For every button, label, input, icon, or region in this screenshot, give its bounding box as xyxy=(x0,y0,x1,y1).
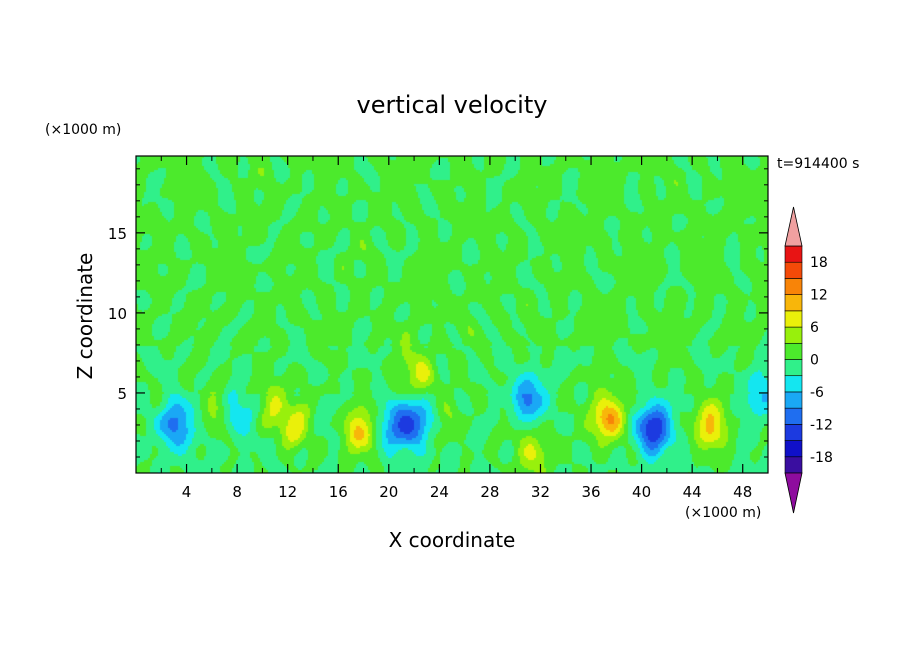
colorbar-segment xyxy=(784,310,803,328)
y-unit-label: (×1000 m) xyxy=(45,122,121,138)
colorbar-segment xyxy=(784,375,803,393)
colorbar-segment xyxy=(784,424,803,441)
x-tick-label: 48 xyxy=(733,483,752,501)
colorbar-tick-label: -12 xyxy=(810,417,833,433)
colorbar-tick-label: 6 xyxy=(810,320,819,336)
colorbar-segment xyxy=(784,261,803,279)
plot-frame xyxy=(135,155,769,474)
colorbar-segment xyxy=(784,391,803,409)
x-tick-label: 4 xyxy=(182,483,192,501)
heatmap-field xyxy=(136,156,768,473)
chart-title: vertical velocity xyxy=(357,91,548,119)
colorbar-segment xyxy=(784,456,803,474)
colorbar-segment xyxy=(784,407,803,425)
colorbar-tick-label: -18 xyxy=(810,450,833,466)
colorbar-segment xyxy=(784,278,803,295)
x-tick-label: 32 xyxy=(531,483,550,501)
colorbar-extend-max xyxy=(784,206,803,247)
colorbar-tick-label: 18 xyxy=(810,255,828,271)
x-tick-label: 36 xyxy=(581,483,600,501)
x-tick-label: 28 xyxy=(480,483,499,501)
colorbar-segment xyxy=(784,294,803,312)
y-axis-label: Z coordinate xyxy=(73,253,97,380)
colorbar-tick-label: 12 xyxy=(810,288,828,304)
x-tick-label: 16 xyxy=(329,483,348,501)
x-axis-label: X coordinate xyxy=(389,528,516,552)
colorbar-extend-min xyxy=(784,472,803,514)
y-tick-label: 5 xyxy=(117,385,127,403)
x-tick-label: 12 xyxy=(278,483,297,501)
x-tick-label: 44 xyxy=(683,483,702,501)
x-tick-label: 40 xyxy=(632,483,651,501)
x-tick-label: 24 xyxy=(430,483,449,501)
colorbar-segment xyxy=(784,245,803,263)
x-tick-label: 8 xyxy=(232,483,242,501)
colorbar-tick-label: -6 xyxy=(810,385,824,401)
colorbar-segment xyxy=(784,359,803,377)
colorbar: 18 12 6 0 -6 -12 -18 xyxy=(784,206,833,514)
colorbar-segment xyxy=(784,342,803,360)
y-tick-label: 15 xyxy=(108,225,127,243)
x-unit-label: (×1000 m) xyxy=(685,505,761,521)
y-tick-label: 10 xyxy=(108,305,127,323)
colorbar-segment xyxy=(784,440,803,458)
colorbar-segment xyxy=(784,326,803,344)
x-tick-label: 20 xyxy=(379,483,398,501)
time-label: t=914400 s xyxy=(777,156,859,172)
colorbar-tick-label: 0 xyxy=(810,353,819,369)
